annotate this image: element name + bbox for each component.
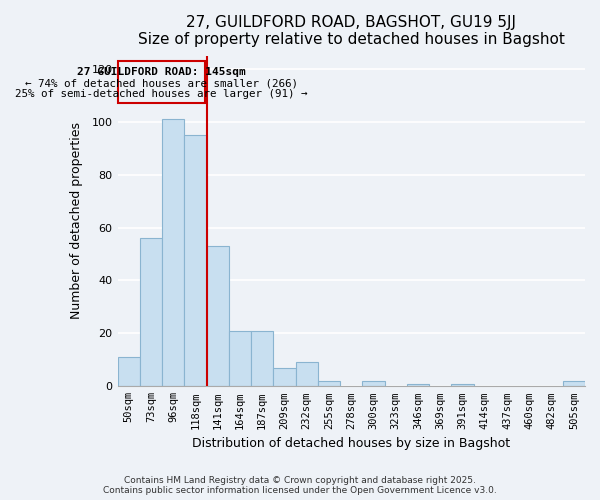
Bar — [118, 61, 205, 103]
Bar — [563, 381, 585, 386]
Text: Contains HM Land Registry data © Crown copyright and database right 2025.
Contai: Contains HM Land Registry data © Crown c… — [103, 476, 497, 495]
Bar — [118, 357, 140, 386]
Bar — [362, 381, 385, 386]
Bar — [229, 330, 251, 386]
Bar — [274, 368, 296, 386]
Bar — [318, 381, 340, 386]
Bar — [140, 238, 162, 386]
Bar — [451, 384, 473, 386]
Bar — [162, 119, 184, 386]
Text: 27 GUILDFORD ROAD: 145sqm: 27 GUILDFORD ROAD: 145sqm — [77, 68, 246, 78]
Text: ← 74% of detached houses are smaller (266): ← 74% of detached houses are smaller (26… — [25, 78, 298, 88]
Bar — [251, 330, 274, 386]
Bar — [206, 246, 229, 386]
Bar — [184, 135, 206, 386]
Title: 27, GUILDFORD ROAD, BAGSHOT, GU19 5JJ
Size of property relative to detached hous: 27, GUILDFORD ROAD, BAGSHOT, GU19 5JJ Si… — [138, 15, 565, 48]
X-axis label: Distribution of detached houses by size in Bagshot: Distribution of detached houses by size … — [192, 437, 511, 450]
Y-axis label: Number of detached properties: Number of detached properties — [70, 122, 83, 320]
Text: 25% of semi-detached houses are larger (91) →: 25% of semi-detached houses are larger (… — [15, 88, 308, 99]
Bar — [407, 384, 429, 386]
Bar — [296, 362, 318, 386]
